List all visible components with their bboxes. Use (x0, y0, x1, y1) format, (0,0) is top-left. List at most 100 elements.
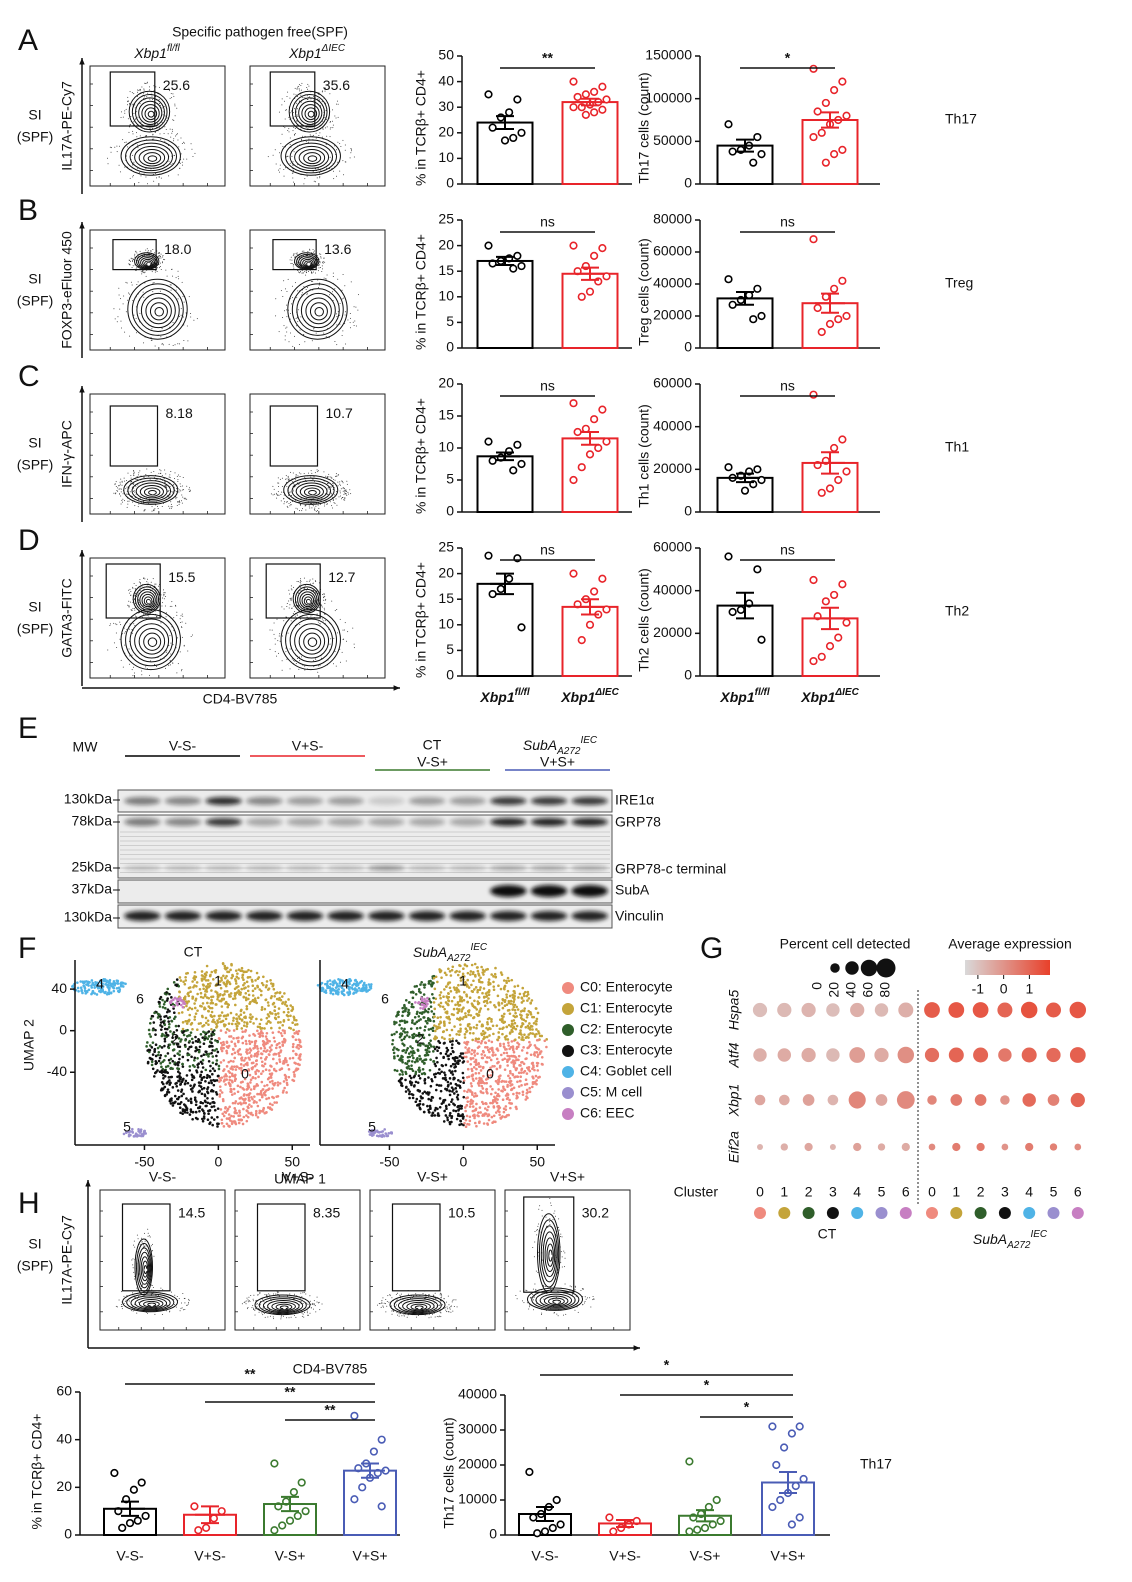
umap-cell (241, 1097, 245, 1101)
flow-event (161, 262, 163, 264)
umap-cell (167, 1025, 171, 1029)
umap-cell (209, 1069, 212, 1073)
umap-cell (455, 1033, 458, 1036)
significance-label: * (664, 1357, 670, 1373)
data-point (716, 1516, 725, 1526)
umap-cell (270, 1073, 273, 1077)
umap-cell (269, 1021, 272, 1024)
flow-event (174, 105, 176, 107)
umap-cell (241, 1030, 244, 1034)
umap-cell (439, 1052, 443, 1055)
flow-event (294, 282, 296, 284)
umap-cell (236, 1090, 240, 1094)
data-point (602, 437, 611, 446)
umap-cell (212, 1118, 216, 1121)
data-point (533, 1529, 542, 1538)
umap-cell (236, 1102, 240, 1105)
umap-cell (218, 1085, 222, 1088)
flow-contour (285, 139, 337, 174)
flow-event (300, 580, 302, 582)
umap-cell (230, 1093, 234, 1096)
umap-cell (112, 979, 116, 983)
flow-event (286, 606, 288, 608)
data-point (817, 327, 826, 337)
flow-core (158, 310, 161, 314)
flow-contour (314, 306, 324, 317)
umap-cell (229, 1059, 233, 1063)
flow-event (165, 128, 167, 130)
flow-event (317, 98, 319, 100)
umap-cell (417, 1074, 421, 1078)
umap-cell (222, 1014, 226, 1018)
flow-event (120, 659, 122, 661)
umap-cell (452, 1007, 456, 1011)
umap-cell (516, 1008, 520, 1011)
data-point (569, 103, 578, 112)
umap-cell (234, 1022, 238, 1026)
flow-event (312, 478, 314, 480)
flow-event (171, 662, 173, 664)
flow-event (296, 325, 298, 327)
cluster-id: 6 (136, 991, 144, 1007)
flow-event (189, 490, 191, 492)
flow-event (340, 145, 342, 147)
umap-cell (426, 1053, 430, 1057)
umap-cell (472, 1016, 476, 1019)
umap-cell (473, 999, 476, 1003)
umap-cell (401, 1073, 404, 1076)
umap-cell (183, 1111, 187, 1114)
umap-cell (448, 1069, 451, 1072)
flow-event (158, 472, 160, 474)
umap-cell (220, 1076, 224, 1079)
umap-cell (204, 973, 208, 977)
data-point (137, 1478, 146, 1487)
flow-event (127, 472, 129, 474)
flow-event (127, 503, 129, 505)
flow-event (138, 503, 140, 505)
flow-event (138, 581, 140, 583)
umap-cell (174, 983, 178, 987)
umap-cell (241, 976, 244, 979)
umap-cell (203, 1112, 206, 1115)
umap-cell (203, 1031, 207, 1034)
y-tick-label: 10 (438, 288, 454, 304)
flow-event (127, 604, 129, 606)
umap-cell (265, 1037, 269, 1041)
flow-contour (144, 260, 153, 267)
flow-event (317, 286, 319, 288)
data-point (552, 1495, 561, 1505)
umap-cell (282, 1010, 286, 1014)
flow-event (136, 595, 138, 597)
umap-cell (292, 1042, 295, 1046)
umap-cell (222, 998, 225, 1001)
flow-core (151, 491, 155, 495)
flow-event (114, 318, 116, 320)
flow-event (293, 126, 295, 128)
x-tick-label: V-S+ (690, 1548, 721, 1564)
flow-event (343, 297, 345, 299)
umap-cell (204, 988, 208, 992)
flow-event (341, 498, 343, 500)
umap-cell (132, 1135, 136, 1138)
umap-cell (104, 983, 107, 986)
data-point (685, 1527, 694, 1536)
umap-cell (234, 1109, 237, 1112)
flow-event (128, 606, 130, 608)
umap-cell (249, 1078, 253, 1082)
data-point (488, 456, 497, 465)
umap-cell (163, 1034, 166, 1037)
umap-cell (287, 1018, 290, 1022)
flow-event (173, 483, 175, 485)
data-point (740, 486, 750, 495)
umap-cell (243, 981, 246, 985)
flow-contour (139, 591, 156, 609)
flow-event (124, 331, 126, 333)
y-tick-label: 20 (438, 375, 454, 391)
y-tick-label: 10000 (458, 1491, 497, 1507)
umap-cell (278, 1054, 281, 1058)
flow-gate (265, 563, 321, 619)
data-point (728, 147, 737, 156)
flow-event (324, 596, 326, 598)
flow-event (162, 256, 164, 258)
flow-event (288, 341, 290, 343)
